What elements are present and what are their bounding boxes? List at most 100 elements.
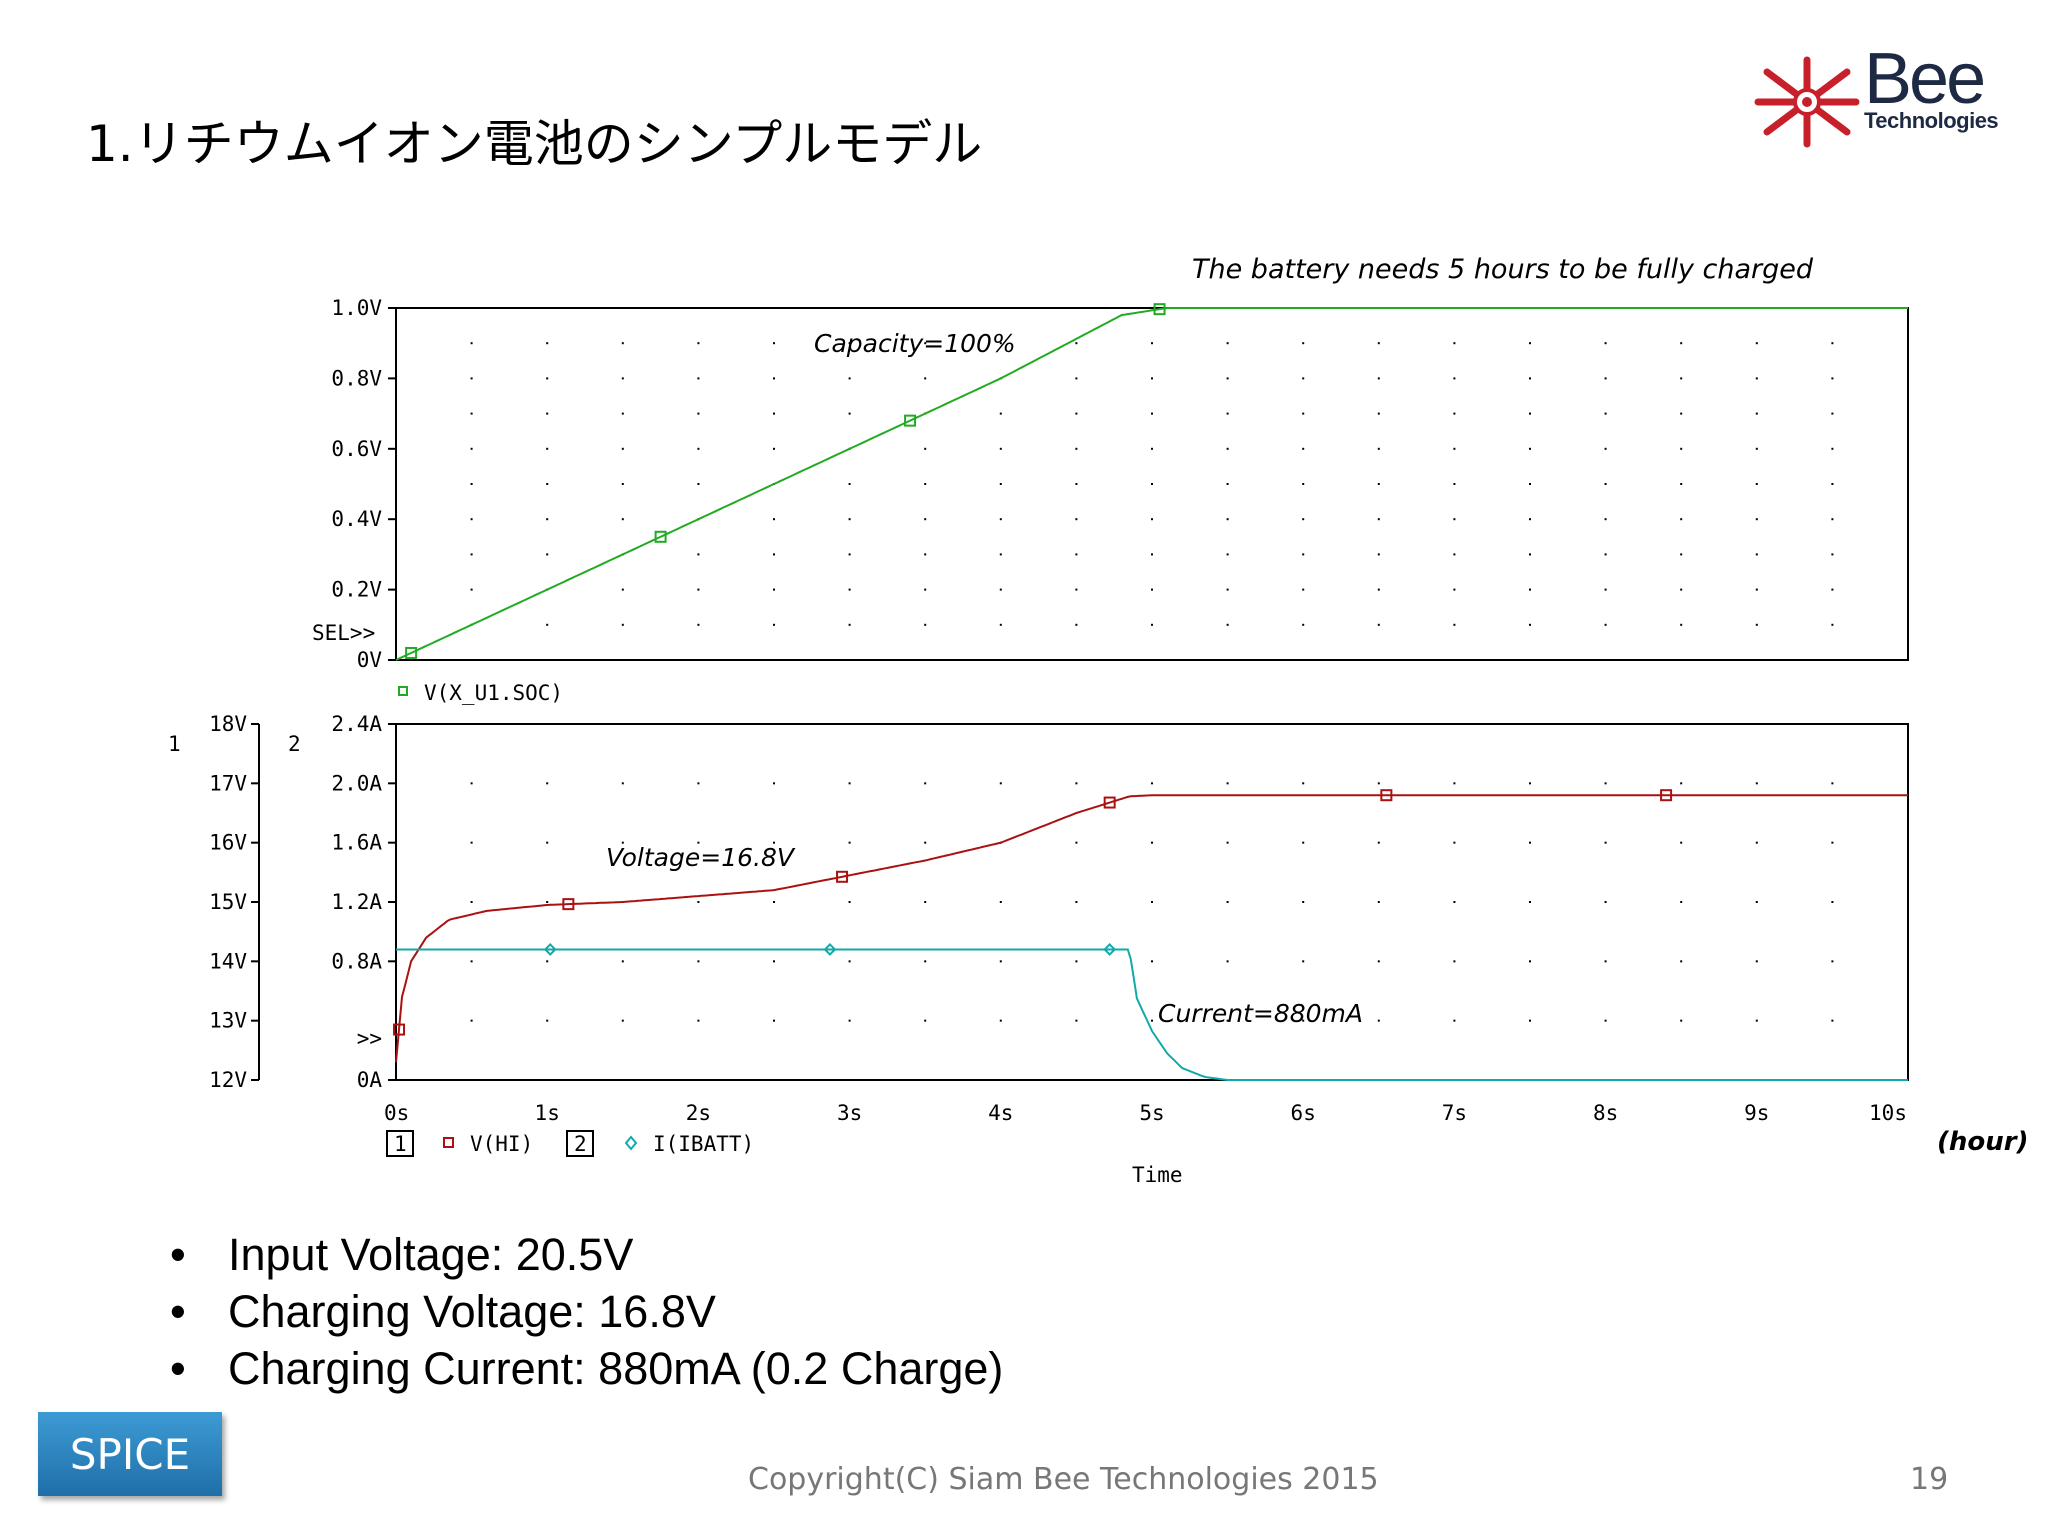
soc-grid-dot: [1302, 483, 1305, 485]
logo-subtitle: Technologies: [1864, 108, 1999, 133]
soc-grid-dot: [546, 553, 549, 556]
soc-grid-dot: [1604, 483, 1607, 485]
soc-grid-dot: [1377, 412, 1380, 415]
soc-grid-dot: [470, 588, 473, 591]
soc-grid-dot: [1453, 377, 1456, 380]
y1-tick-label: 15V: [209, 890, 247, 914]
soc-grid-dot: [1680, 553, 1683, 556]
soc-grid-dot: [1075, 588, 1078, 591]
soc-grid-dot: [1151, 307, 1153, 309]
vhi-marker: [836, 870, 849, 883]
soc-marker: [1153, 303, 1166, 316]
soc-grid-dot: [1377, 588, 1380, 591]
soc-grid-dot: [999, 518, 1002, 521]
vi-grid-dot: [848, 841, 851, 844]
vhi-marker: [1380, 789, 1393, 802]
soc-grid-dot: [1226, 412, 1229, 415]
soc-grid-dot: [773, 447, 775, 450]
spec-input-voltage: Input Voltage: 20.5V: [170, 1226, 1003, 1283]
soc-grid-dot: [470, 447, 473, 450]
soc-grid-dot: [546, 377, 549, 380]
soc-grid-dot: [848, 412, 851, 415]
vi-grid-dot: [773, 782, 775, 785]
soc-grid-dot: [1529, 623, 1531, 626]
vi-grid-dot: [1755, 841, 1758, 844]
soc-grid-dot: [546, 623, 549, 626]
soc-grid-dot: [924, 553, 927, 556]
y2-tick-label: 0.8A: [331, 949, 382, 973]
soc-grid-dot: [470, 307, 473, 309]
y2-tick-label: 1.6A: [331, 831, 382, 855]
soc-y-axis: 1.0V 0.8V 0.6V 0.4V 0.2V 0V: [331, 296, 396, 672]
x-tick-label: 5s: [1139, 1101, 1164, 1125]
vi-grid-dot: [1604, 841, 1607, 844]
x-tick-label: 7s: [1442, 1101, 1467, 1125]
vi-grid-dot: [1831, 1019, 1834, 1022]
vi-grid-dot: [924, 901, 927, 903]
y1-tick-label: 18V: [209, 712, 247, 736]
vi-grid-dot: [1075, 901, 1078, 903]
legend-ibatt-label: I(IBATT): [653, 1132, 754, 1156]
y1-axis-number: 1: [168, 732, 181, 756]
soc-grid-dot: [546, 483, 549, 485]
soc-grid-dot: [1680, 447, 1683, 450]
vi-grid-dot: [546, 1019, 549, 1022]
soc-grid-dot: [697, 588, 700, 591]
soc-series-line: [395, 307, 1908, 661]
soc-grid-dot: [621, 623, 624, 626]
soc-grid-dot: [1529, 518, 1531, 521]
vi-grid-dot: [1302, 1019, 1305, 1022]
x-unit-note: (hour): [1937, 1127, 2028, 1157]
vi-grid-dot: [697, 841, 700, 844]
soc-grid-dot: [1831, 412, 1834, 415]
vi-grid-dot: [848, 901, 851, 903]
soc-grid-dot: [470, 518, 473, 521]
vi-grid-dot: [697, 960, 700, 963]
x-tick-label: 6s: [1291, 1101, 1316, 1125]
vi-legend: 1 V(HI) 2 I(IBATT): [386, 1130, 754, 1157]
spice-button[interactable]: SPICE: [38, 1412, 222, 1496]
vi-grid-dot: [546, 782, 549, 785]
soc-grid-dot: [848, 588, 851, 591]
vi-grid-dot: [924, 782, 927, 785]
soc-grid-dot: [1151, 623, 1153, 626]
vi-grid-dot: [1755, 1019, 1758, 1022]
soc-grid-dot: [1075, 553, 1078, 556]
vi-grid-dot: [1075, 1019, 1078, 1022]
soc-marker: [654, 530, 667, 543]
soc-grid-dot: [621, 518, 624, 521]
vi-grid-dot: [1226, 782, 1229, 785]
soc-grid-dot: [1377, 518, 1380, 521]
vhi-marker: [393, 1023, 406, 1036]
soc-sel-label: SEL>>: [312, 621, 375, 645]
soc-grid-dot: [546, 412, 549, 415]
soc-grid-dot: [1529, 377, 1531, 380]
soc-grid-dot: [1302, 447, 1305, 450]
legend-axis-2-number: 2: [574, 1132, 587, 1156]
soc-grid-dot: [1453, 553, 1456, 556]
bee-logo-icon: [1754, 56, 1860, 148]
soc-grid-dot: [1680, 412, 1683, 415]
x-tick-label: 10s: [1869, 1101, 1907, 1125]
soc-grid-dot: [1453, 518, 1456, 521]
vi-grid-dot: [1151, 960, 1153, 963]
soc-grid-dot: [1151, 447, 1153, 450]
vi-grid-dot: [1831, 901, 1834, 903]
soc-grid-dot: [1075, 342, 1078, 345]
soc-grid-dot: [621, 342, 624, 345]
soc-grid-dot: [1680, 623, 1683, 626]
x-tick-label: 1s: [535, 1101, 560, 1125]
soc-grid-dot: [924, 623, 927, 626]
soc-grid-dot: [924, 483, 927, 485]
vi-grid-dot: [1075, 841, 1078, 844]
soc-grid-dot: [546, 307, 549, 309]
soc-grid-dot: [1680, 377, 1683, 380]
x-tick-label: 0s: [384, 1101, 409, 1125]
annotation-capacity: Capacity=100%: [814, 329, 1016, 358]
bee-technologies-logo: Bee Technologies: [1752, 39, 2022, 152]
soc-grid-dot: [1604, 553, 1607, 556]
soc-grid-dot: [1377, 623, 1380, 626]
soc-grid-dot: [697, 342, 700, 345]
soc-grid-dot: [546, 518, 549, 521]
soc-grid-dot: [999, 483, 1002, 485]
